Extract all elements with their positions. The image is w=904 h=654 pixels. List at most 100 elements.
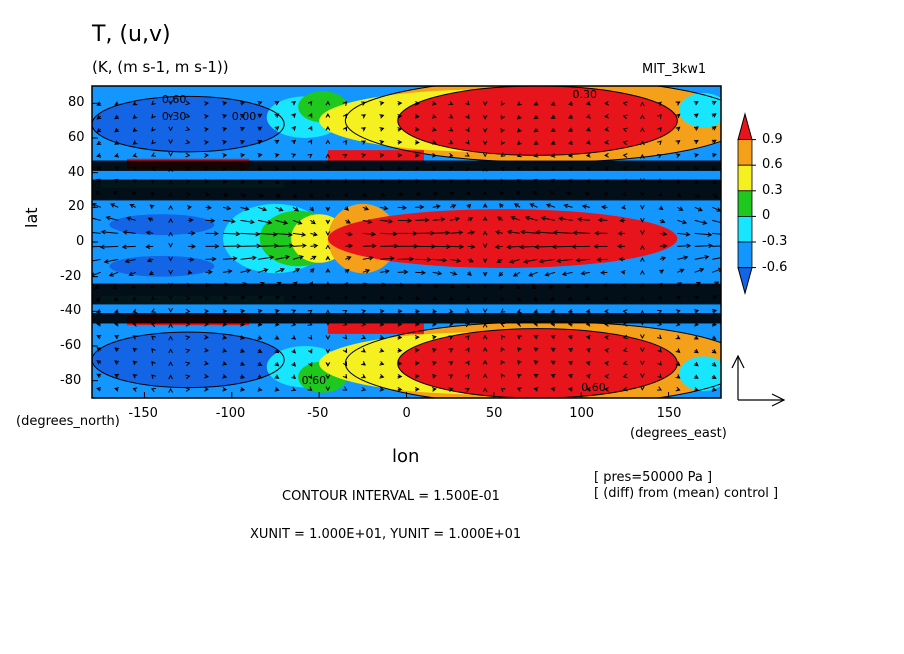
wind-vector [677,219,687,224]
wind-vector-head [291,361,296,367]
wind-vector-head [222,321,228,327]
wind-vector-head [403,269,409,275]
wind-vector-head [222,114,228,119]
contour-interval-note: CONTOUR INTERVAL = 1.500E-01 [282,489,500,504]
wind-vector-head [294,207,300,212]
wind-vector-head [96,115,102,120]
wind-vector-head [496,258,502,263]
wind-vector-head [274,179,280,184]
wind-vector-head [533,347,539,352]
wind-vector-head [205,192,211,197]
wind-vector-head [168,179,173,185]
wind-vector-head [131,191,137,196]
wind-vector-head [258,295,264,301]
wind-vector [101,231,119,234]
wind-vector-head [693,348,699,354]
colorbar-segment [737,164,753,192]
wind-vector [240,206,249,210]
wind-vector [100,245,119,248]
unit-note: XUNIT = 1.000E+01, YUNIT = 1.000E+01 [250,527,522,542]
wind-vector-head [593,244,599,249]
wind-vector [576,258,590,261]
wind-vector-head [711,152,717,158]
wind-vector-head [675,179,681,184]
wind-vector-head [292,281,298,287]
wind-vector-head [399,192,405,197]
wind-vector-head [151,126,156,132]
wind-vector-head [533,114,539,120]
x-axis-label: lon [392,446,420,467]
wind-vector [122,245,136,248]
wind-vector-head [397,179,403,184]
wind-vector-head [168,348,173,354]
wind-vector-head [291,100,297,106]
wind-vector-head [482,284,488,290]
wind-vector-head [308,361,313,367]
colorbar-segment [737,241,753,269]
wind-vector-head [168,242,173,248]
wind-vector [677,269,684,273]
y-tick-label: 80 [68,95,85,111]
wind-vector-head [622,114,628,120]
wind-vector-head [275,295,281,300]
wind-vector-head [168,167,173,172]
wind-vector-head [433,191,439,197]
wind-vector-head [380,295,386,301]
wind-vector-head [517,359,522,365]
wind-vector-head [185,139,191,145]
wind-vector-head [585,178,591,184]
wind-vector-head [482,152,488,158]
wind-vector-head [240,139,246,145]
wind-vector-head [325,139,331,145]
wind-vector-head [361,309,367,314]
wind-vector-head [448,308,454,314]
wind-vector-head [151,374,156,380]
wind-vector [104,258,119,263]
wind-vector-head [567,296,573,301]
wind-vector-head [368,255,374,261]
wind-vector-head [240,100,246,106]
wind-vector-head [657,373,662,379]
wind-vector-head [168,361,173,367]
wind-vector-head [482,346,488,352]
wind-vector [362,257,373,260]
wind-vector-head [222,295,228,301]
wind-vector-head [346,256,352,261]
wind-vector-head [113,178,119,184]
wind-vector-head [585,387,591,392]
wind-vector-head [208,269,213,275]
wind-vector-head [114,114,120,120]
wind-vector-head [510,215,516,221]
wind-vector-head [532,191,537,196]
wind-vector-head [325,374,331,380]
wind-vector-head [147,217,153,222]
wind-vector-head [371,231,377,237]
wind-vector-head [432,296,438,301]
diff-note: [ (diff) from (mean) control ] [594,486,779,501]
wind-vector-head [512,272,518,277]
wind-vector-head [240,113,246,119]
wind-vector-head [113,309,119,314]
wind-vector-head [585,308,591,314]
wind-vector-head [464,152,470,157]
wind-vector-head [544,271,550,277]
wind-vector [92,245,101,248]
x-unit-label: (degrees_east) [630,426,727,441]
wind-vector-head [168,100,173,106]
wind-vector-head [185,374,191,380]
wind-vector-head [516,334,522,340]
wind-vector-head [500,114,505,120]
wind-vector-head [114,322,119,327]
wind-vector-head [379,165,385,171]
wind-vector-head [640,309,645,315]
wind-vector-head [603,179,609,184]
wind-vector [310,244,318,247]
wind-vector-head [465,114,470,120]
wind-vector-head [640,385,645,391]
wind-vector-head [415,308,421,314]
wind-vector-head [414,140,420,145]
wind-vector [528,271,538,277]
wind-vector-head [640,191,645,197]
wind-vector-head [246,268,252,274]
